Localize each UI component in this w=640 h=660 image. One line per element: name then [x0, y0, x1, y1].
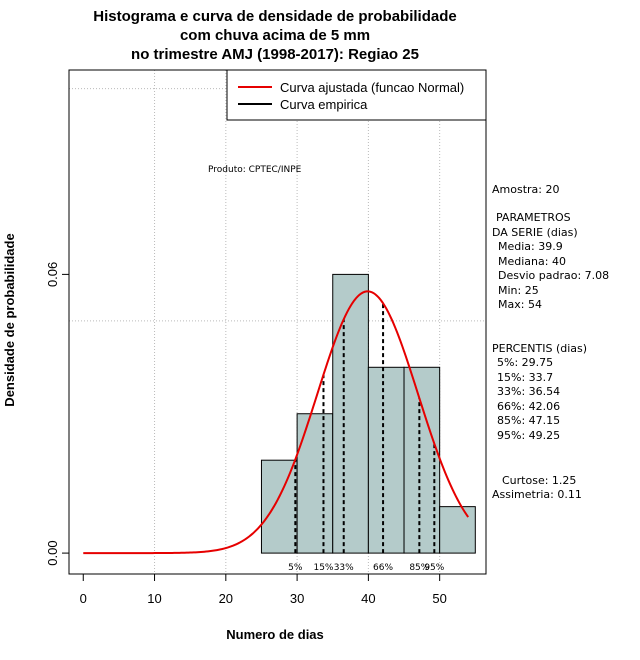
percentile-label-5: 5% — [288, 563, 303, 573]
percentile-lines — [294, 303, 436, 554]
percentile-label-85: 85% — [409, 563, 429, 573]
bar-35-40 — [332, 273, 369, 554]
x-tick-label-50: 50 — [432, 591, 446, 606]
normal-fit-curve — [83, 290, 470, 555]
product-annotation: Produto: CPTEC/INPE — [208, 165, 302, 175]
chart-title-line-2: com chuva acima de 5 mm — [180, 27, 370, 44]
y-axis: 0.00 0.06 — [45, 262, 70, 566]
chart-title-line-1: Histograma e curva de densidade de proba… — [93, 8, 456, 25]
params-header-1: PARAMETROS — [496, 211, 571, 224]
param-mediana: Mediana: 40 — [498, 255, 566, 268]
percentile-label-66: 66% — [373, 563, 393, 573]
assimetria: Assimetria: 0.11 — [492, 488, 582, 501]
percentil-5: 5%: 29.75 — [497, 356, 553, 369]
grid-lines — [69, 70, 486, 574]
param-min: Min: 25 — [498, 284, 539, 297]
sample-size: Amostra: 20 — [492, 183, 559, 196]
percentil-95: 95%: 49.25 — [497, 429, 560, 442]
x-tick-label-20: 20 — [219, 591, 233, 606]
y-tick-label-0: 0.00 — [45, 540, 60, 565]
x-tick-label-0: 0 — [80, 591, 87, 606]
percentil-85: 85%: 47.15 — [497, 414, 560, 427]
percentil-33: 33%: 36.54 — [497, 385, 560, 398]
bar-50-55 — [439, 506, 476, 554]
legend: Curva ajustada (funcao Normal) Curva emp… — [226, 69, 487, 121]
x-tick-label-30: 30 — [290, 591, 304, 606]
percentis-header: PERCENTIS (dias) — [492, 342, 587, 355]
x-tick-label-40: 40 — [361, 591, 375, 606]
param-media: Media: 39.9 — [498, 240, 563, 253]
percentil-15: 15%: 33.7 — [497, 371, 553, 384]
y-axis-title: Densidade de probabilidade — [2, 233, 17, 406]
chart-title-line-3: no trimestre AMJ (1998-2017): Regiao 25 — [131, 46, 419, 63]
percentile-label-15: 15% — [313, 563, 333, 573]
legend-label-empirical: Curva empirica — [280, 97, 368, 112]
x-axis: 0 10 20 30 40 50 — [80, 573, 447, 606]
param-desvio: Desvio padrao: 7.08 — [498, 269, 609, 282]
histogram-bars — [260, 273, 476, 554]
percentile-label-33: 33% — [334, 563, 354, 573]
percentile-label-95: 95% — [424, 563, 444, 573]
param-max: Max: 54 — [498, 298, 542, 311]
legend-label-fit: Curva ajustada (funcao Normal) — [280, 80, 464, 95]
curtose: Curtose: 1.25 — [502, 474, 576, 487]
legend-box — [226, 69, 487, 121]
x-axis-title: Numero de dias — [226, 627, 324, 642]
percentile-labels: 5% 15% 33% 66% 85%95% — [288, 563, 445, 573]
y-tick-label-1: 0.06 — [45, 262, 60, 287]
bar-40-45 — [367, 366, 405, 554]
percentil-66: 66%: 42.06 — [497, 400, 560, 413]
params-header-2: DA SERIE (dias) — [492, 226, 578, 239]
bar-25-30 — [260, 459, 298, 554]
x-tick-label-10: 10 — [147, 591, 161, 606]
stats-panel: Amostra: 20 PARAMETROS DA SERIE (dias) M… — [492, 183, 609, 501]
bar-30-35 — [296, 413, 334, 554]
